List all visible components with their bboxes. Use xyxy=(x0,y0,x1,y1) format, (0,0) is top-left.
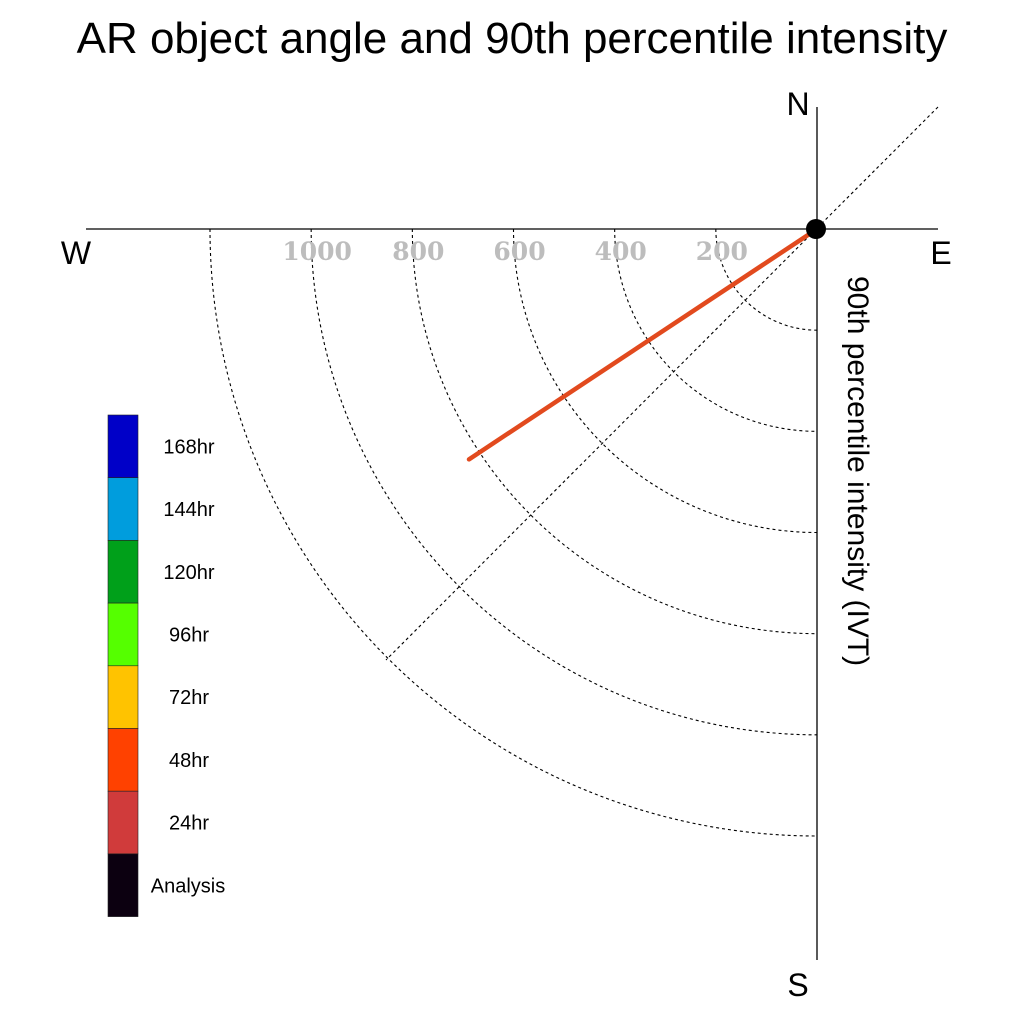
ring-label: 200 xyxy=(696,237,748,266)
origin-marker xyxy=(806,219,826,239)
legend: 168hr 144hr 120hr 96hr 72hr 48hr 24hr Analysis xyxy=(107,414,225,917)
ring-label: 1000 xyxy=(282,237,352,266)
compass-south: S xyxy=(787,967,808,1003)
intensity-ring xyxy=(411,228,818,635)
legend-label: 72hr xyxy=(169,687,209,709)
legend-swatch xyxy=(107,477,139,541)
ring-label: 400 xyxy=(595,237,647,266)
legend-swatch xyxy=(107,540,139,604)
intensity-ring xyxy=(614,228,818,432)
series-line xyxy=(466,226,820,462)
intensity-ring xyxy=(310,228,818,736)
compass-north: N xyxy=(786,86,809,122)
legend-swatch xyxy=(107,790,139,855)
legend-label: Analysis xyxy=(151,875,225,897)
legend-label: 168hr xyxy=(163,436,214,458)
legend-label: 24hr xyxy=(169,813,209,835)
intensity-ring-labels: 200 400 600 800 1000 xyxy=(282,237,748,266)
legend-swatch xyxy=(107,853,139,917)
legend-label: 144hr xyxy=(163,499,214,521)
ring-label: 600 xyxy=(493,237,545,266)
diagonal-reference-line xyxy=(385,106,939,661)
compass-west: W xyxy=(61,235,92,271)
intensity-ring xyxy=(715,228,818,331)
axis-title: 90th percentile intensity (IVT) xyxy=(841,276,874,666)
chart-title: AR object angle and 90th percentile inte… xyxy=(76,14,948,63)
legend-swatch xyxy=(107,414,139,479)
legend-label: 48hr xyxy=(169,750,209,772)
series-layer xyxy=(466,226,820,462)
legend-swatch xyxy=(107,665,139,729)
intensity-rings xyxy=(209,228,818,837)
ring-label: 800 xyxy=(392,237,444,266)
intensity-ring xyxy=(209,228,818,837)
legend-swatch xyxy=(107,728,139,792)
legend-label: 96hr xyxy=(169,624,209,646)
compass-east: E xyxy=(930,235,951,271)
legend-swatch xyxy=(107,602,139,667)
legend-label: 120hr xyxy=(163,562,214,584)
